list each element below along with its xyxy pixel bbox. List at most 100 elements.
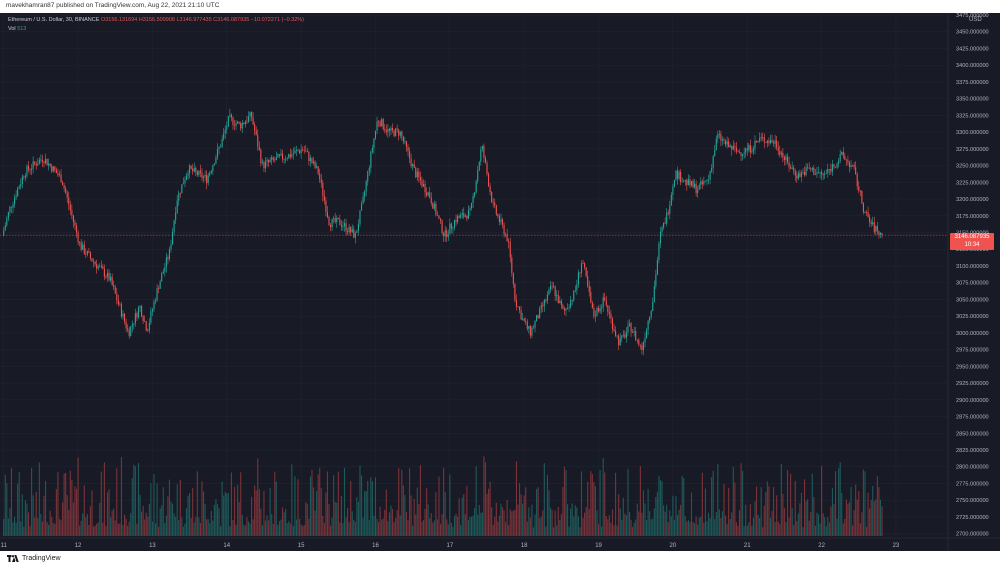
candle-body [120,304,123,317]
candle-body [536,315,538,322]
volume-bar [762,527,764,536]
volume-bar [370,476,372,536]
volume-bar [189,492,191,536]
y-tick-label: 2825.000000 [956,448,989,454]
candle-body [336,217,338,223]
candle-body [720,133,722,141]
volume-bar [460,525,462,536]
volume-bar [446,519,448,536]
volume-bar [707,512,710,536]
candle-body [123,313,126,322]
y-tick-label: 2850.000000 [956,431,989,437]
volume-bar [791,507,793,536]
time-axis[interactable]: 11 12 13 14 15 16 17 18 19 20 21 22 23 [1,543,900,549]
chart-panel[interactable] [0,13,1000,551]
volume-bar [362,517,364,536]
candle-body [63,185,65,189]
volume-bar [57,471,59,536]
volume-bar [4,474,6,536]
candle-body [625,332,627,338]
candle-body [326,211,329,218]
candle-body [486,162,488,175]
candle-body [689,179,691,186]
volume-bar [584,512,586,536]
candle-body [249,112,251,117]
candle-body [822,174,824,176]
volume-bar [615,472,617,536]
candle-body [320,179,322,183]
volume-bar [6,483,8,536]
x-tick-label: 15 [298,543,305,549]
tradingview-logo[interactable]: TradingView [7,555,61,562]
volume-bar [269,487,271,536]
candle-body [151,309,153,312]
candle-body [351,229,353,233]
candle-body [480,149,482,162]
candle-body [261,162,263,164]
volume-bar [514,509,516,536]
candle-body [725,140,727,145]
volume-bar [567,504,569,536]
volume-bar [856,499,858,536]
candle-body [777,147,779,151]
volume-bar [283,512,285,536]
candle-body [859,191,861,192]
candle-body [570,300,572,308]
volume-bar [515,461,518,536]
candle-body [684,179,686,182]
candle-body [102,266,104,269]
price-chart[interactable]: 2700.000000 2725.000000 2750.000000 2775.00… [0,0,1000,551]
candle-body [475,181,477,193]
candle-body [557,294,559,304]
volume-bar [46,521,48,536]
candle-body [706,179,708,181]
volume-bar [748,522,750,536]
candle-body [295,150,298,151]
bar-countdown: 10:34 [964,242,980,248]
volume-bar [243,524,245,536]
volume-bar [348,522,350,536]
volume-bar [700,516,702,536]
volume-bar [116,468,118,536]
candle-body [449,223,451,235]
y-tick-label: 3075.000000 [956,281,989,287]
candle-body [189,165,191,174]
candle-body [804,171,806,176]
volume-bar [404,495,406,536]
candle-body [628,323,631,326]
symbol-label[interactable]: Ethereum / U.S. Dollar, 30, BINANCE [8,17,100,23]
candle-body [108,272,110,281]
volume-bar [618,494,620,536]
volume-bar [597,524,600,536]
candle-body [653,286,655,302]
volume-bar [545,526,547,536]
volume-bar [644,503,646,536]
volume-bar [870,499,872,536]
volume-bar [655,496,657,536]
candle-body [800,172,803,177]
volume-bar [845,499,847,536]
candle-body [838,160,840,164]
volume-bar [199,523,202,536]
price-axis[interactable]: 2700.000000 2725.000000 2750.000000 2775.00… [956,13,989,538]
volume-bar [537,487,539,536]
candle-body [742,154,744,156]
candle-body [565,308,567,311]
volume-bar [390,505,392,536]
candle-body [395,128,397,137]
candle-body [127,328,129,330]
volume-bar [464,514,466,536]
candle-body [827,169,829,173]
volume-bar [536,488,538,536]
candle-body [780,152,782,155]
candle-body [464,215,466,217]
volume-bar [511,511,513,536]
volume-label[interactable]: Vol [8,26,16,32]
volume-bar [280,519,282,536]
candle-body [824,173,826,175]
volume-bar [658,476,660,536]
candle-body [627,325,629,333]
candle-body [639,344,641,346]
tradingview-logo-icon [7,555,19,562]
volume-bar [272,523,274,536]
